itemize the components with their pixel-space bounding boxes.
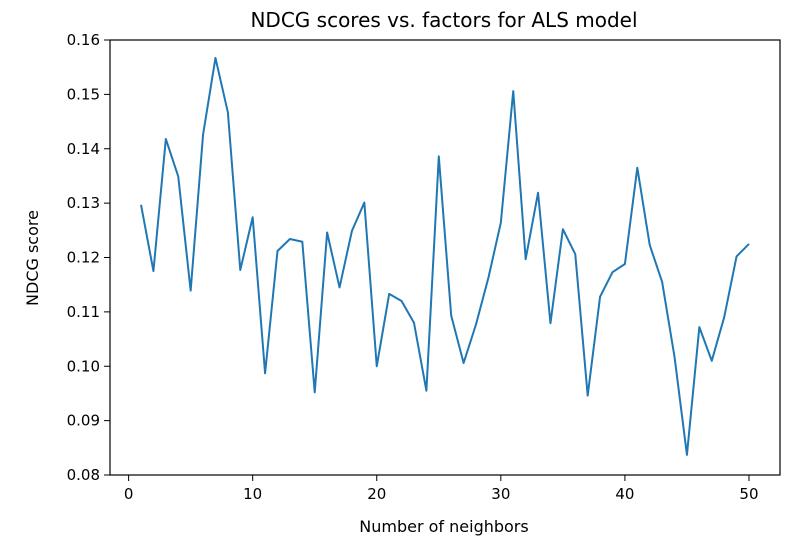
ticks: 0 10 20 30 40 50 0.08 0.09 0.10 0.11 0.12 0.13 0.14 0… [67,31,759,503]
y-tick-label: 0.16 [67,31,100,49]
x-tick-label: 40 [615,485,634,503]
y-tick-label: 0.08 [67,466,100,484]
x-tick-label: 50 [739,485,758,503]
y-axis-label: NDCG score [23,210,42,306]
series [140,56,750,456]
y-tick-label: 0.11 [67,303,100,321]
y-tick-label: 0.09 [67,412,100,430]
y-tick-label: 0.12 [67,249,100,267]
y-tick-label: 0.10 [67,357,100,375]
y-tick-label: 0.14 [67,140,100,158]
x-tick-label: 20 [367,485,386,503]
series-line [140,56,750,456]
y-tick-label: 0.13 [67,194,100,212]
y-tick-label: 0.15 [67,85,100,103]
chart-title: NDCG scores vs. factors for ALS model [250,8,637,32]
x-tick-label: 10 [243,485,262,503]
x-axis-label: Number of neighbors [359,517,528,536]
x-tick-label: 30 [491,485,510,503]
plot-frame [109,39,781,476]
x-tick-label: 0 [124,485,134,503]
